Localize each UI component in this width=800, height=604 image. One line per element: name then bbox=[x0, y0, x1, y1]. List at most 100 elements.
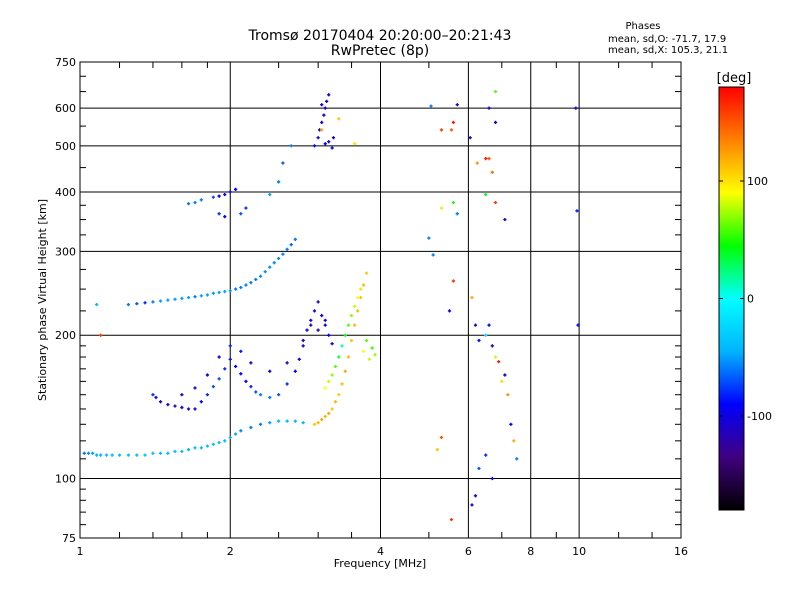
data-point bbox=[239, 285, 243, 290]
data-point bbox=[91, 451, 95, 455]
colorbar-tick-label: 100 bbox=[747, 175, 768, 188]
data-point bbox=[305, 328, 309, 332]
data-point bbox=[447, 309, 452, 313]
data-point bbox=[217, 377, 221, 381]
y-tick-label: 100 bbox=[55, 473, 76, 486]
data-point bbox=[86, 451, 91, 455]
data-point bbox=[293, 237, 297, 241]
data-point bbox=[327, 93, 331, 97]
data-points bbox=[82, 89, 580, 522]
data-point bbox=[316, 300, 320, 304]
data-point bbox=[199, 446, 203, 450]
chart-subtitle: RwPretec (8p) bbox=[331, 43, 429, 59]
data-point bbox=[244, 379, 248, 383]
data-point bbox=[312, 144, 317, 148]
data-point bbox=[429, 104, 433, 108]
data-point bbox=[316, 136, 320, 140]
data-point bbox=[268, 265, 272, 269]
data-point bbox=[503, 217, 507, 222]
colorbar-tick-label: 0 bbox=[747, 293, 754, 306]
y-tick-label: 300 bbox=[55, 245, 76, 258]
x-tick-label: 8 bbox=[527, 545, 534, 558]
data-point bbox=[126, 302, 130, 307]
data-point bbox=[497, 360, 501, 364]
x-tick-label: 1 bbox=[77, 545, 84, 558]
data-point bbox=[211, 195, 215, 199]
data-point bbox=[509, 422, 513, 426]
data-point bbox=[258, 274, 263, 278]
data-point bbox=[493, 200, 498, 205]
phase-info-o: mean, sd,O: -71.7, 17.9 bbox=[608, 34, 726, 45]
data-point bbox=[427, 236, 431, 240]
data-point bbox=[484, 453, 488, 457]
data-point bbox=[477, 338, 481, 343]
data-point bbox=[301, 344, 305, 348]
data-point bbox=[316, 421, 320, 425]
data-point bbox=[277, 256, 281, 261]
data-point bbox=[320, 128, 324, 132]
data-point bbox=[99, 333, 103, 337]
data-point bbox=[158, 400, 163, 404]
grid bbox=[80, 62, 681, 538]
data-point bbox=[487, 106, 491, 110]
data-point bbox=[228, 190, 232, 194]
data-point bbox=[217, 194, 221, 198]
data-point bbox=[359, 295, 363, 300]
data-point bbox=[258, 422, 263, 426]
data-point bbox=[228, 357, 232, 361]
data-point bbox=[330, 342, 334, 346]
data-point bbox=[154, 395, 158, 400]
data-point bbox=[217, 355, 221, 359]
data-point bbox=[340, 344, 344, 348]
data-point bbox=[268, 369, 272, 373]
data-point bbox=[503, 373, 507, 377]
data-point bbox=[158, 299, 163, 303]
data-point bbox=[82, 451, 86, 455]
data-point bbox=[285, 361, 289, 365]
data-point bbox=[186, 202, 191, 206]
data-point bbox=[143, 453, 147, 457]
data-point bbox=[186, 295, 191, 300]
y-axis-label: Stationary phase Virtual Height [km] bbox=[36, 199, 49, 401]
data-point bbox=[327, 140, 331, 144]
data-point bbox=[289, 144, 293, 148]
data-point bbox=[370, 346, 374, 350]
data-point bbox=[268, 395, 272, 400]
data-point bbox=[439, 206, 444, 210]
data-point bbox=[353, 142, 357, 146]
data-point bbox=[333, 400, 338, 404]
data-point bbox=[455, 212, 459, 216]
colorbar-label: [deg] bbox=[717, 71, 752, 86]
data-point bbox=[320, 120, 324, 124]
x-tick-label: 2 bbox=[227, 545, 234, 558]
data-point bbox=[490, 170, 494, 174]
y-tick-label: 600 bbox=[55, 102, 76, 115]
data-point bbox=[449, 517, 454, 522]
data-point bbox=[180, 405, 184, 410]
data-point bbox=[327, 333, 331, 337]
data-point bbox=[249, 280, 253, 285]
x-axis-label: Frequency [MHz] bbox=[334, 557, 426, 570]
data-point bbox=[234, 187, 238, 191]
data-point bbox=[180, 296, 184, 301]
data-point bbox=[576, 323, 580, 327]
colorbar bbox=[718, 86, 745, 511]
data-point bbox=[95, 302, 99, 307]
data-point bbox=[193, 200, 197, 205]
phase-info-heading: Phases bbox=[625, 21, 660, 32]
data-point bbox=[367, 357, 371, 361]
data-point bbox=[285, 247, 289, 251]
data-point bbox=[223, 290, 227, 294]
data-point bbox=[117, 453, 122, 457]
data-point bbox=[268, 421, 272, 425]
data-point bbox=[228, 289, 232, 293]
data-point bbox=[574, 106, 578, 110]
data-point bbox=[333, 364, 338, 369]
data-point bbox=[439, 435, 444, 440]
data-point bbox=[512, 439, 516, 443]
data-point bbox=[228, 435, 232, 440]
data-point bbox=[193, 407, 197, 411]
data-point bbox=[186, 448, 191, 452]
data-point bbox=[151, 393, 155, 397]
